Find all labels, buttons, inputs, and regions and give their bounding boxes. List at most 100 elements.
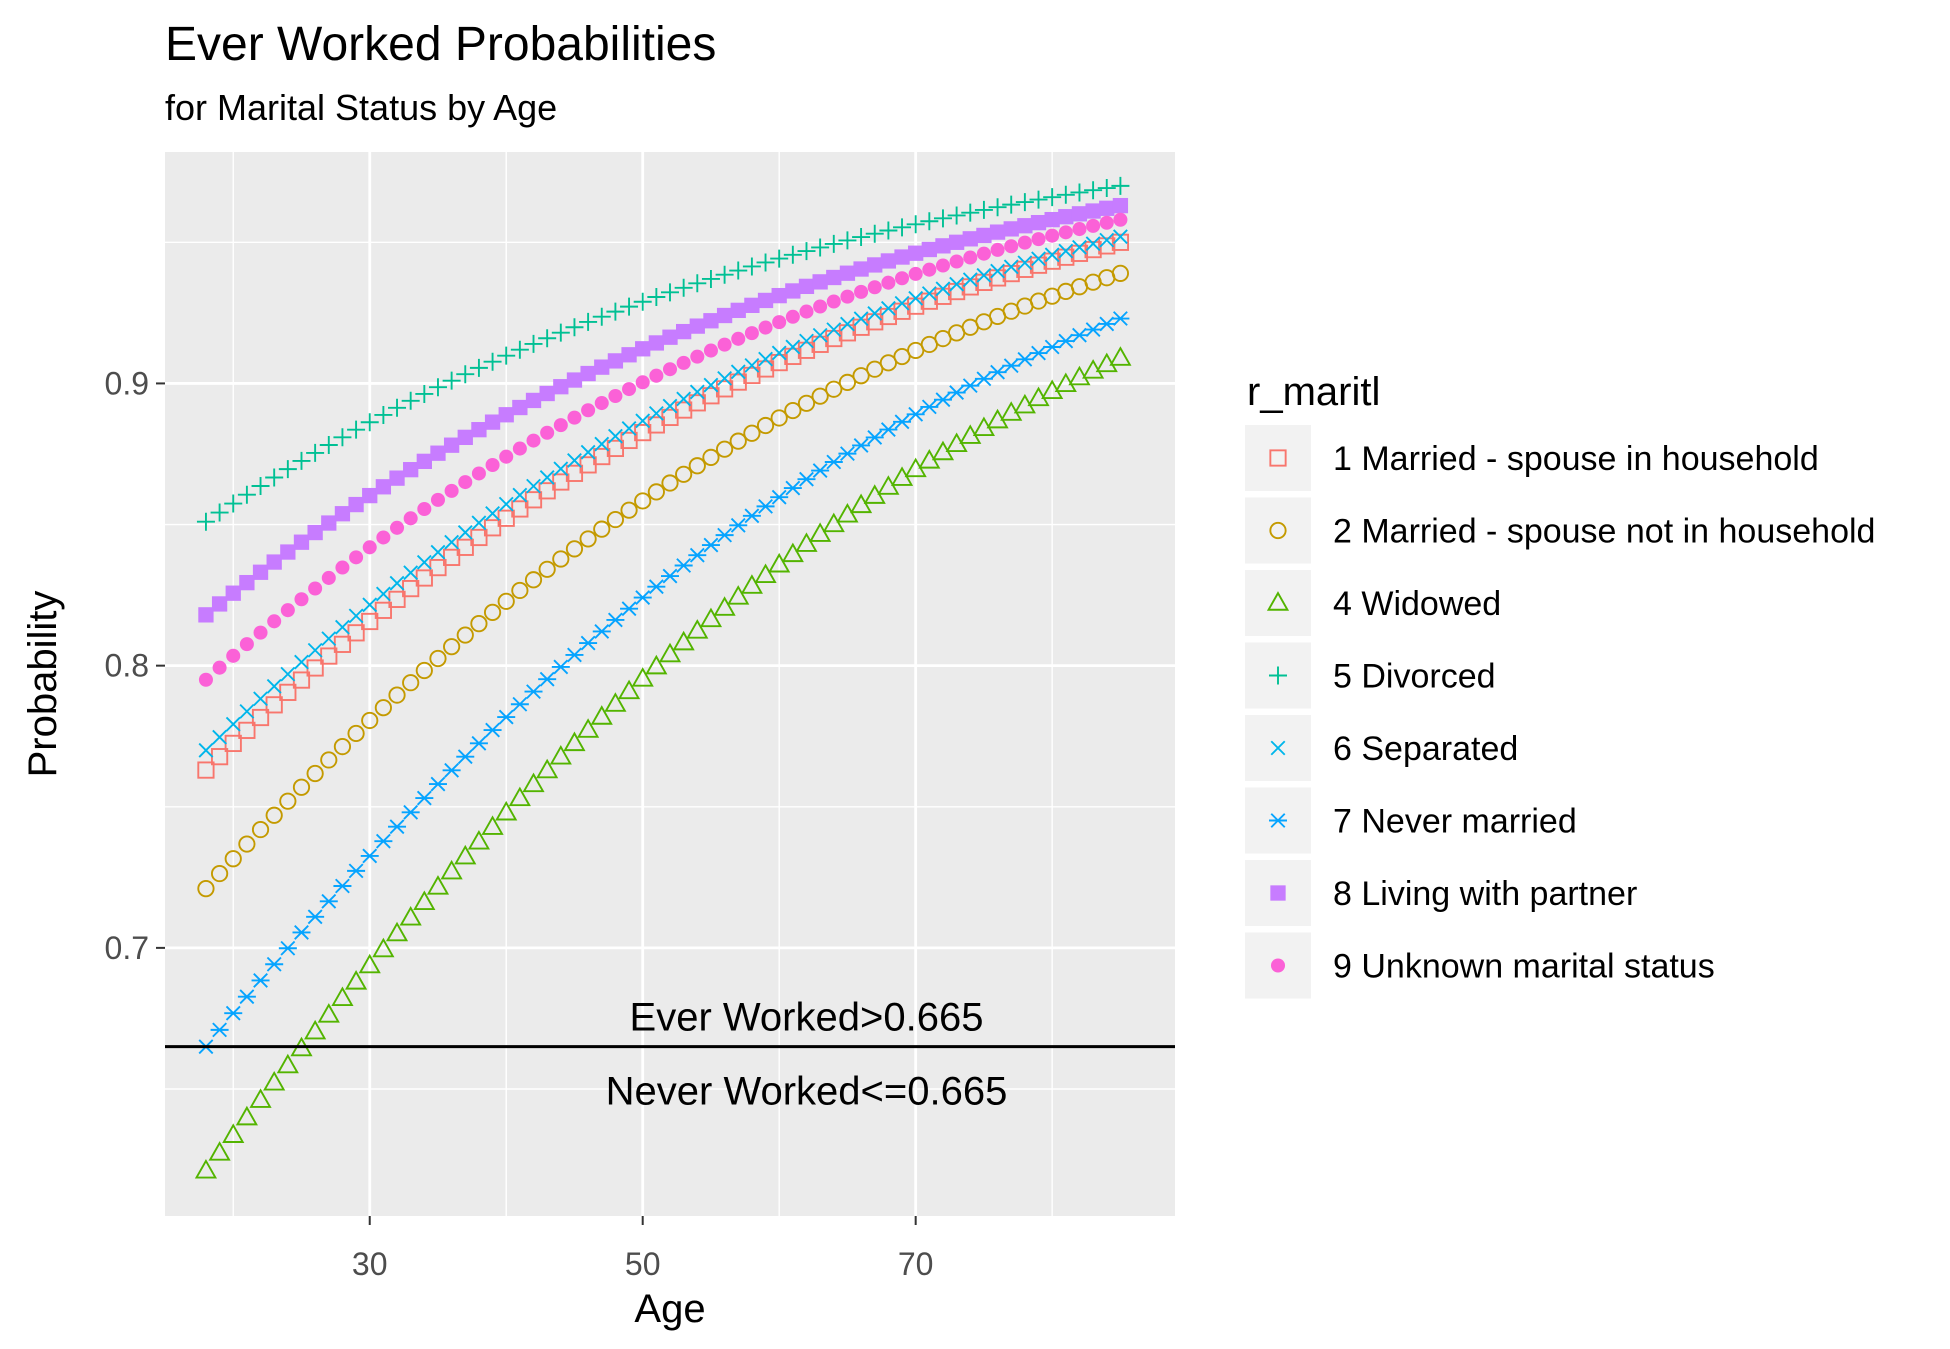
data-point: [771, 287, 787, 304]
data-point: [512, 487, 528, 503]
threshold-label-above: Ever Worked>0.665: [630, 996, 984, 1040]
data-point: [415, 661, 433, 680]
y-axis-label: Probability: [21, 591, 65, 778]
data-point: [715, 440, 734, 458]
data-point: [948, 234, 965, 250]
data-point: [662, 362, 678, 377]
data-point: [717, 370, 733, 386]
data-point: [949, 254, 964, 269]
data-point: [444, 534, 460, 550]
data-point: [880, 253, 897, 269]
y-tick-label: 0.9: [105, 365, 149, 401]
data-point: [635, 375, 650, 390]
data-point: [730, 364, 746, 380]
data-point: [239, 574, 255, 591]
data-point: [263, 1070, 286, 1091]
data-point: [413, 890, 436, 910]
data-point: [239, 703, 255, 719]
data-point: [758, 320, 773, 335]
data-point: [444, 483, 459, 498]
data-point: [539, 469, 555, 485]
data-point: [483, 722, 502, 738]
data-point: [893, 218, 912, 237]
data-point: [906, 215, 925, 234]
data-point: [426, 875, 450, 895]
data-point: [770, 249, 789, 268]
data-point: [416, 453, 432, 469]
data-point: [770, 354, 788, 372]
data-point: [608, 388, 623, 404]
data-point: [497, 592, 515, 610]
data-point: [374, 405, 393, 424]
data-point: [621, 420, 637, 436]
data-point: [879, 354, 897, 372]
data-point: [483, 603, 502, 621]
data-point: [620, 297, 639, 316]
data-point: [265, 956, 284, 972]
data-point: [417, 501, 432, 517]
data-point: [989, 224, 1006, 240]
data-point: [717, 337, 732, 352]
data-point: [222, 1123, 245, 1143]
data-point: [743, 424, 761, 442]
data-point: [1031, 232, 1046, 247]
data-point: [415, 790, 434, 806]
data-point: [224, 850, 242, 868]
data-point: [592, 307, 611, 326]
x-tick-label: 30: [352, 1246, 388, 1282]
data-point: [1017, 218, 1033, 234]
data-point: [1113, 212, 1128, 227]
data-point: [1084, 240, 1102, 259]
data-point: [783, 245, 802, 264]
data-point: [1002, 195, 1021, 214]
data-point: [579, 530, 597, 548]
data-point: [716, 307, 733, 324]
data-point: [974, 200, 993, 219]
data-point: [688, 547, 707, 563]
data-point: [1015, 351, 1034, 367]
data-point: [416, 554, 432, 570]
legend-item: 1 Married - spouse in household: [1245, 425, 1819, 491]
data-point: [278, 460, 297, 479]
data-point: [238, 835, 256, 853]
data-point: [894, 295, 910, 311]
data-point: [756, 498, 775, 514]
legend-label: 6 Separated: [1333, 730, 1518, 768]
data-point: [854, 284, 869, 299]
data-point: [1099, 232, 1115, 248]
data-point: [781, 542, 804, 563]
data-point: [565, 318, 584, 337]
data-point: [754, 563, 777, 583]
data-point: [307, 524, 323, 541]
chart-title: Ever Worked Probabilities: [165, 18, 716, 71]
data-point: [1058, 225, 1073, 240]
data-point: [744, 297, 760, 313]
data-point: [294, 654, 309, 670]
data-point: [457, 525, 473, 540]
data-point: [647, 483, 665, 501]
data-point: [1043, 339, 1062, 355]
legend-items: 1 Married - spouse in household 2 Married…: [1245, 425, 1875, 999]
data-point: [552, 473, 570, 491]
data-point: [372, 937, 395, 958]
data-point: [757, 292, 774, 309]
data-point: [990, 263, 1005, 279]
data-point: [551, 659, 570, 675]
data-point: [839, 265, 856, 281]
data-point: [688, 457, 706, 475]
legend-key-symbol: [1269, 666, 1287, 685]
data-point: [866, 360, 884, 378]
data-point: [783, 480, 802, 496]
data-point: [579, 312, 598, 331]
data-point: [428, 776, 447, 792]
x-tick-label: 70: [898, 1246, 934, 1282]
data-point: [280, 544, 296, 560]
data-point: [212, 660, 227, 675]
data-point: [699, 607, 723, 628]
data-point: [524, 684, 543, 700]
data-point: [251, 477, 270, 496]
data-point: [1111, 233, 1130, 251]
data-point: [471, 422, 487, 438]
legend-item: 9 Unknown marital status: [1245, 932, 1715, 999]
